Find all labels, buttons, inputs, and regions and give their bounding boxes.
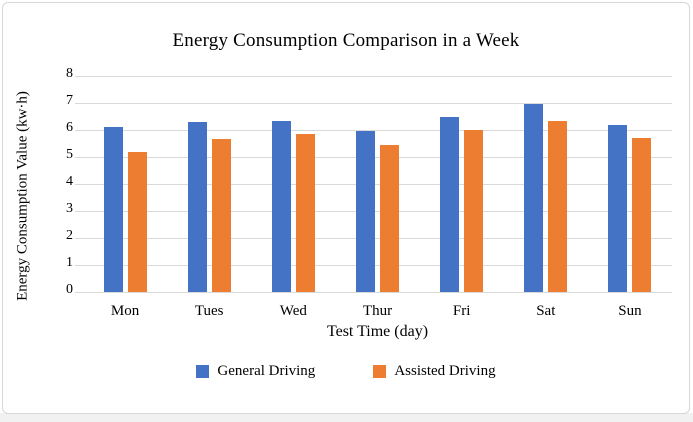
gridline-y-2 — [83, 238, 672, 239]
x-tick-label-sun: Sun — [618, 303, 642, 319]
y-tick-8 — [75, 76, 83, 77]
plot-area: 0 1 2 3 4 5 6 7 8 Mon Tues Wed Thur Fri Sat Sun — [66, 66, 672, 319]
y-tick-label-2: 2 — [66, 228, 73, 243]
x-tick-label-sat: Sat — [536, 303, 556, 319]
bar-general-driving-thur — [356, 131, 375, 292]
y-tick-6 — [75, 130, 83, 131]
y-axis-title: Energy Consumption Value (kw·h) — [14, 91, 31, 301]
bar-general-driving-wed — [271, 120, 291, 292]
y-tick-label-5: 5 — [66, 147, 73, 162]
gridline-y-5 — [83, 157, 672, 158]
gridline-y-8 — [83, 76, 672, 77]
bar-assisted-driving-fri — [464, 130, 484, 292]
gridline-y-0 — [83, 292, 672, 293]
bar-assisted-driving-sun — [632, 138, 652, 292]
legend-entry-general-driving: General Driving — [196, 363, 315, 380]
bar-general-driving-sat — [524, 104, 544, 292]
y-tick-0 — [75, 292, 83, 293]
page-background-strip — [0, 413, 693, 422]
bar-general-driving-fri — [440, 116, 460, 292]
x-axis-title: Test Time (day) — [326, 323, 429, 340]
x-tick-label-wed: Wed — [279, 303, 307, 319]
bar-assisted-driving-thur — [380, 144, 399, 292]
y-tick-2 — [75, 238, 83, 239]
legend: General Driving Assisted Driving — [3, 363, 689, 380]
gridline-y-1 — [83, 265, 672, 266]
y-tick-label-7: 7 — [66, 93, 73, 108]
y-tick-label-1: 1 — [66, 255, 73, 270]
bar-general-driving-tues — [187, 121, 207, 292]
legend-label-general-driving: General Driving — [217, 363, 316, 379]
y-tick-label-3: 3 — [66, 201, 73, 216]
bar-assisted-driving-mon — [127, 151, 147, 292]
legend-label-assisted-driving: Assisted Driving — [394, 363, 496, 379]
legend-entry-assisted-driving: Assisted Driving — [373, 363, 496, 380]
y-tick-4 — [75, 184, 83, 185]
legend-swatch-general-driving — [196, 365, 210, 378]
x-tick-label-fri: Fri — [452, 303, 471, 319]
bar-assisted-driving-tues — [211, 139, 231, 292]
x-tick-label-thur: Thur — [362, 303, 393, 319]
gridline-y-6 — [83, 130, 672, 131]
gridline-y-3 — [83, 211, 672, 212]
bar-assisted-driving-sat — [548, 120, 568, 292]
y-tick-5 — [75, 157, 83, 158]
chart-card: Energy Consumption Comparison in a Week … — [2, 2, 690, 414]
bar-assisted-driving-wed — [295, 134, 315, 292]
x-tick-label-mon: Mon — [110, 303, 140, 319]
bar-general-driving-mon — [103, 127, 123, 292]
y-tick-3 — [75, 211, 83, 212]
chart-title: Energy Consumption Comparison in a Week — [172, 30, 520, 51]
gridline-y-4 — [83, 184, 672, 185]
y-tick-label-4: 4 — [66, 174, 73, 189]
y-tick-label-0: 0 — [66, 282, 73, 297]
y-tick-label-8: 8 — [66, 66, 73, 81]
y-tick-label-6: 6 — [66, 120, 73, 135]
legend-swatch-assisted-driving — [373, 365, 387, 378]
y-tick-7 — [75, 103, 83, 104]
x-tick-label-tues: Tues — [194, 303, 224, 319]
y-tick-1 — [75, 265, 83, 266]
bar-general-driving-sun — [608, 124, 628, 292]
gridline-y-7 — [83, 103, 672, 104]
